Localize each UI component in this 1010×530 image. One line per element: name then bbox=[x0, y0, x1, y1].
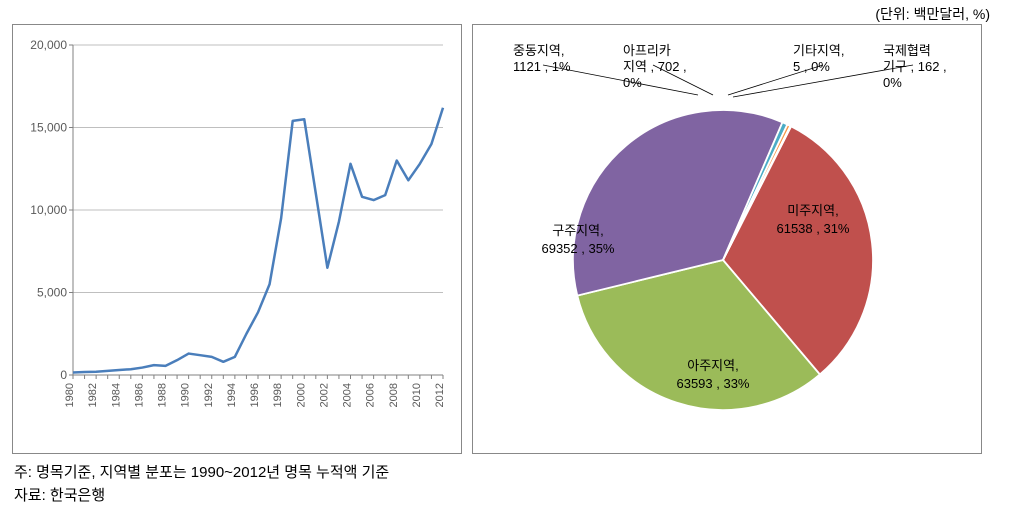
svg-text:1990: 1990 bbox=[180, 383, 192, 407]
svg-text:2010: 2010 bbox=[411, 383, 423, 407]
svg-text:15,000: 15,000 bbox=[30, 121, 67, 135]
line-chart-panel: 0 5,000 10,000 15,000 20,000 1980 1982 1984 1986… bbox=[12, 24, 462, 454]
footnote-1: 주: 명목기준, 지역별 분포는 1990~2012년 명목 누적액 기준 bbox=[14, 462, 996, 485]
svg-text:기구 , 162 ,: 기구 , 162 , bbox=[883, 59, 947, 74]
svg-text:2006: 2006 bbox=[365, 383, 377, 407]
svg-text:2008: 2008 bbox=[388, 383, 400, 407]
svg-text:1998: 1998 bbox=[272, 383, 284, 407]
svg-text:1982: 1982 bbox=[87, 383, 99, 407]
svg-text:미주지역,: 미주지역, bbox=[787, 203, 838, 218]
svg-text:중동지역,: 중동지역, bbox=[513, 43, 564, 58]
svg-text:1988: 1988 bbox=[157, 383, 169, 407]
svg-text:10,000: 10,000 bbox=[30, 203, 67, 217]
svg-text:2004: 2004 bbox=[342, 383, 354, 407]
footnote-2: 자료: 한국은행 bbox=[14, 485, 996, 508]
svg-text:5,000: 5,000 bbox=[37, 286, 67, 300]
svg-text:63593 , 33%: 63593 , 33% bbox=[676, 376, 749, 391]
svg-text:5 , 0%: 5 , 0% bbox=[793, 59, 830, 74]
svg-text:2000: 2000 bbox=[295, 383, 307, 407]
svg-text:1984: 1984 bbox=[110, 383, 122, 407]
svg-text:61538 , 31%: 61538 , 31% bbox=[776, 221, 849, 236]
svg-text:국제협력: 국제협력 bbox=[883, 43, 931, 58]
svg-text:1980: 1980 bbox=[64, 383, 76, 407]
unit-label: (단위: 백만달러, %) bbox=[875, 4, 990, 24]
svg-text:구주지역,: 구주지역, bbox=[552, 223, 603, 238]
svg-text:1994: 1994 bbox=[226, 383, 238, 407]
pie-chart-panel: 중동지역,1121 , 1%아프리카지역 , 702 ,0%기타지역,5 , 0… bbox=[472, 24, 982, 454]
svg-text:아프리카: 아프리카 bbox=[623, 43, 671, 58]
svg-text:1121 , 1%: 1121 , 1% bbox=[513, 59, 571, 74]
svg-text:1992: 1992 bbox=[203, 383, 215, 407]
svg-text:기타지역,: 기타지역, bbox=[793, 43, 844, 58]
svg-text:69352 , 35%: 69352 , 35% bbox=[541, 241, 614, 256]
svg-text:2002: 2002 bbox=[318, 383, 330, 407]
svg-text:1986: 1986 bbox=[133, 383, 145, 407]
svg-text:0: 0 bbox=[60, 368, 67, 382]
pie-chart: 중동지역,1121 , 1%아프리카지역 , 702 ,0%기타지역,5 , 0… bbox=[473, 25, 981, 453]
svg-text:아주지역,: 아주지역, bbox=[687, 358, 738, 373]
svg-text:20,000: 20,000 bbox=[30, 38, 67, 52]
svg-text:0%: 0% bbox=[883, 75, 902, 90]
svg-text:지역 , 702 ,: 지역 , 702 , bbox=[623, 59, 687, 74]
svg-text:0%: 0% bbox=[623, 75, 642, 90]
svg-text:1996: 1996 bbox=[249, 383, 261, 407]
svg-text:2012: 2012 bbox=[434, 383, 446, 407]
line-chart: 0 5,000 10,000 15,000 20,000 1980 1982 1984 1986… bbox=[13, 25, 461, 453]
